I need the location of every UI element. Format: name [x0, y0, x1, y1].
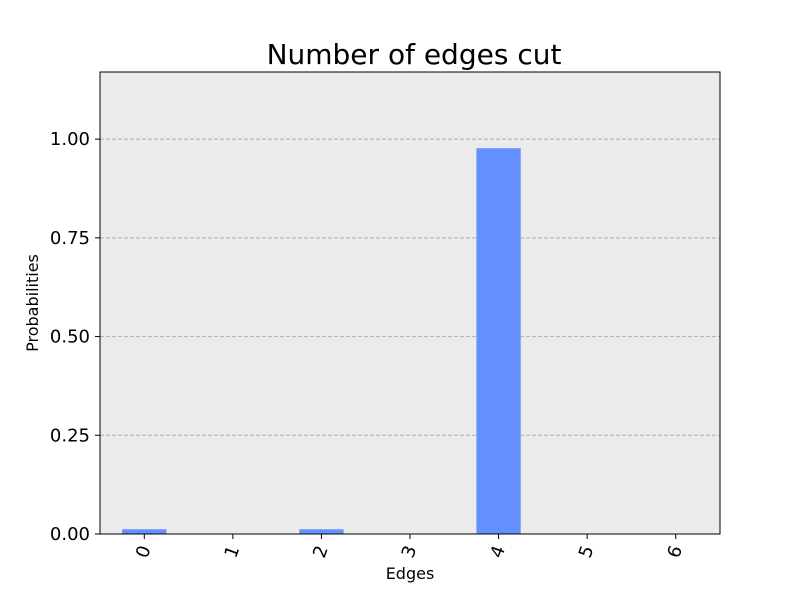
- y-axis-label: Probabilities: [23, 254, 42, 352]
- x-tick-label: 5: [575, 543, 599, 561]
- bar-0: [122, 529, 167, 534]
- y-tick-label: 1.00: [50, 129, 90, 150]
- x-tick-label: 2: [309, 543, 333, 561]
- y-tick-label: 0.75: [50, 228, 90, 249]
- chart-title: Number of edges cut: [267, 38, 562, 71]
- plot-area: [100, 72, 720, 534]
- y-tick-label: 0.25: [50, 425, 90, 446]
- bars: [122, 148, 521, 534]
- bar-2: [299, 529, 344, 534]
- y-axis-ticks: 0.00 0.25 0.50 0.75 1.00: [50, 129, 100, 545]
- x-axis-ticks: 0 1 2 3 4 5 6: [132, 534, 687, 561]
- x-tick-label: 3: [398, 543, 422, 561]
- x-tick-label: 6: [663, 543, 687, 561]
- y-tick-label: 0.00: [50, 524, 90, 545]
- bar-4: [476, 148, 521, 534]
- x-tick-label: 4: [486, 543, 510, 561]
- x-tick-label: 1: [221, 543, 245, 561]
- x-axis-label: Edges: [386, 564, 435, 583]
- x-tick-label: 0: [132, 543, 156, 561]
- y-tick-label: 0.50: [50, 327, 90, 348]
- gridlines: [100, 138, 720, 436]
